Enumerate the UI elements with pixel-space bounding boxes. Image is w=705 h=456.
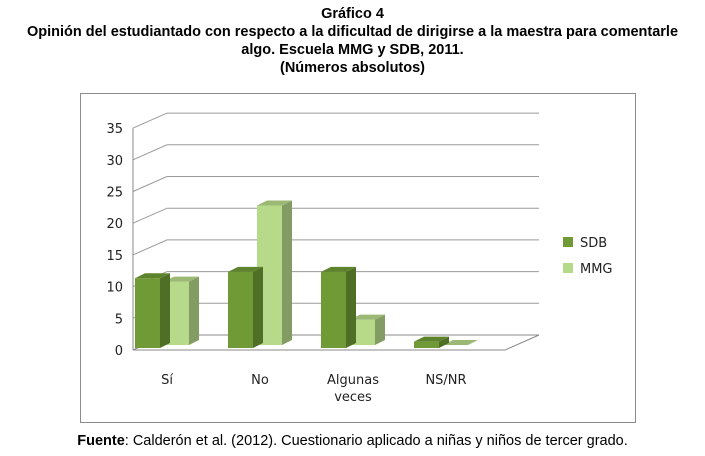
bar-side-mmg [189,276,199,345]
bar-side-sdb [439,336,449,348]
bar-top-sdb [135,273,170,279]
bar-sdb [414,341,439,348]
bar-side-mmg [282,200,292,345]
y-tick-label: 10 [106,281,123,296]
chart-subtitle-line-1: Opinión del estudiantado con respecto a … [26,24,679,40]
gridline [132,144,539,161]
gridline [132,112,539,129]
y-tick-label: 30 [106,154,123,169]
legend-swatch-sdb [563,237,573,247]
bar-top-mmg [443,340,478,345]
y-tick-label: 20 [106,217,123,232]
x-category-label: Algunas [327,373,379,388]
x-category-label: No [251,373,269,388]
chart-subtitle-line-3: (Números absolutos) [279,60,425,76]
bar-side-sdb [346,266,356,348]
gridline [132,239,539,256]
legend-label-mmg: MMG [580,262,613,277]
gridline [132,176,539,192]
bar-sdb [228,271,253,348]
bar-side-sdb [253,266,263,348]
bar-top-mmg [257,200,292,206]
y-tick-label: 5 [115,312,123,327]
chart-subtitle-line-2: algo. Escuela MMG y SDB, 2011. [241,42,464,58]
source-label: Fuente [77,433,125,449]
bar-side-mmg [375,314,385,345]
source-text: : Calderón et al. (2012). Cuestionario a… [124,433,628,449]
y-tick-label: 35 [106,122,123,137]
source-note: Fuente: Calderón et al. (2012). Cuestion… [0,433,705,449]
bar-side-sdb [160,273,170,348]
bar-top-sdb [228,266,263,272]
y-tick-label: 0 [115,344,123,359]
bar-top-mmg [350,314,385,320]
legend-swatch-mmg [563,263,573,273]
x-category-label: NS/NR [425,373,466,388]
x-category-label: veces [334,390,372,405]
bar-sdb [135,278,160,348]
y-tick-label: 15 [106,249,123,264]
bar-top-sdb [321,266,356,272]
bar-top-sdb [414,336,449,342]
chart-title: Gráfico 4 [321,6,384,22]
legend-label-sdb: SDB [580,236,607,251]
y-tick-label: 25 [106,186,123,201]
bar-sdb [321,271,346,348]
chart-title-block: Gráfico 4 Opinión del estudiantado con r… [0,5,705,77]
gridline [132,207,539,224]
bar-top-mmg [164,276,199,282]
x-category-label: Sí [161,373,173,388]
